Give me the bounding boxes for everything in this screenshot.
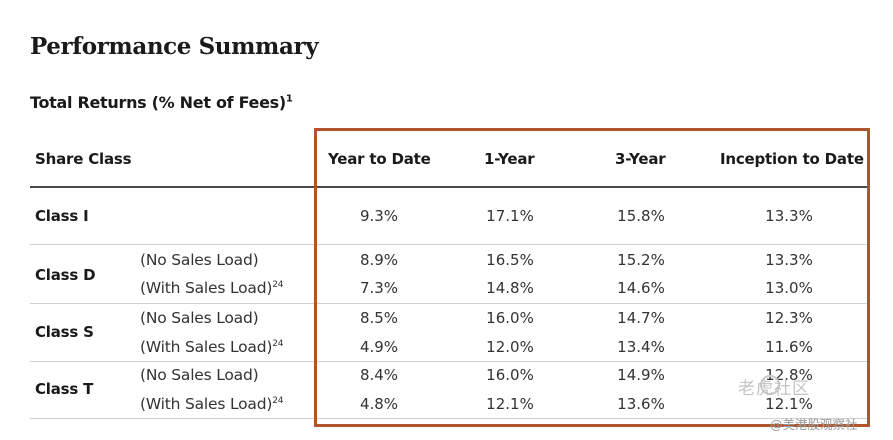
- cell-class-d-wl-ytd: 7.3%: [359, 279, 399, 297]
- watermark-handle: @美港股观察社: [770, 417, 858, 432]
- cell-class-d-wl-3y: 14.6%: [617, 279, 665, 297]
- cell-class-s-wl-ytd: 4.9%: [359, 338, 399, 356]
- cell-class-s-wl-itd: 11.6%: [765, 338, 813, 356]
- load-label: (No Sales Load): [140, 309, 259, 327]
- cell-class-s-wl-3y: 13.4%: [617, 338, 665, 356]
- load-footnote: 24: [272, 279, 284, 290]
- cell-class-t-nl-3y: 14.9%: [617, 366, 665, 384]
- cell-class-s-wl-1y: 12.0%: [486, 338, 534, 356]
- header-rule: [30, 186, 868, 188]
- cell-class-d-wl-1y: 14.8%: [486, 279, 534, 297]
- load-label-text: (With Sales Load): [140, 395, 273, 413]
- cell-class-t-wl-1y: 12.1%: [486, 395, 534, 413]
- row-divider: [30, 361, 868, 362]
- row-divider: [30, 303, 868, 304]
- header-3-year: 3-Year: [615, 150, 666, 168]
- subtitle-footnote: 1: [285, 93, 293, 105]
- watermark-text: 老虎社区: [738, 379, 810, 399]
- cell-class-d-nl-ytd: 8.9%: [359, 251, 399, 269]
- table-subtitle: Total Returns (% Net of Fees)1: [30, 93, 293, 112]
- load-label-with-footnote: (With Sales Load)24: [140, 338, 283, 356]
- cell-class-t-nl-1y: 16.0%: [486, 366, 534, 384]
- header-share-class: Share Class: [35, 150, 132, 168]
- load-label-with-footnote: (With Sales Load)24: [140, 279, 283, 297]
- load-label-text: (With Sales Load): [140, 338, 273, 356]
- subtitle-text: Total Returns (% Net of Fees): [30, 93, 286, 112]
- cell-class-i-3y: 15.8%: [617, 207, 665, 225]
- cell-class-d-nl-itd: 13.3%: [765, 251, 813, 269]
- row-divider: [30, 244, 868, 245]
- row-label-class-i: Class I: [35, 207, 89, 225]
- header-1-year: 1-Year: [484, 150, 535, 168]
- tiger-logo-icon: [760, 375, 780, 395]
- load-label-with-footnote: (With Sales Load)24: [140, 395, 283, 413]
- row-label-class-d: Class D: [35, 266, 96, 284]
- cell-class-t-nl-ytd: 8.4%: [359, 366, 399, 384]
- load-footnote: 24: [272, 395, 284, 406]
- cell-class-s-nl-3y: 14.7%: [617, 309, 665, 327]
- cell-class-s-nl-itd: 12.3%: [765, 309, 813, 327]
- page-title: Performance Summary: [30, 33, 319, 60]
- header-inception-to-date: Inception to Date: [720, 150, 864, 168]
- load-label: (No Sales Load): [140, 251, 259, 269]
- table-bottom-rule: [30, 418, 868, 419]
- cell-class-t-wl-ytd: 4.8%: [359, 395, 399, 413]
- load-label-text: (With Sales Load): [140, 279, 273, 297]
- cell-class-d-wl-itd: 13.0%: [765, 279, 813, 297]
- cell-class-s-nl-ytd: 8.5%: [359, 309, 399, 327]
- cell-class-d-nl-3y: 15.2%: [617, 251, 665, 269]
- cell-class-t-wl-3y: 13.6%: [617, 395, 665, 413]
- header-year-to-date: Year to Date: [328, 150, 431, 168]
- cell-class-d-nl-1y: 16.5%: [486, 251, 534, 269]
- cell-class-i-ytd: 9.3%: [359, 207, 399, 225]
- load-label: (No Sales Load): [140, 366, 259, 384]
- cell-class-s-nl-1y: 16.0%: [486, 309, 534, 327]
- highlight-box: [314, 128, 870, 427]
- load-footnote: 24: [272, 338, 284, 349]
- cell-class-i-1y: 17.1%: [486, 207, 534, 225]
- cell-class-i-itd: 13.3%: [765, 207, 813, 225]
- row-label-class-s: Class S: [35, 323, 94, 341]
- cell-class-t-wl-itd: 12.1%: [765, 395, 813, 413]
- row-label-class-t: Class T: [35, 380, 94, 398]
